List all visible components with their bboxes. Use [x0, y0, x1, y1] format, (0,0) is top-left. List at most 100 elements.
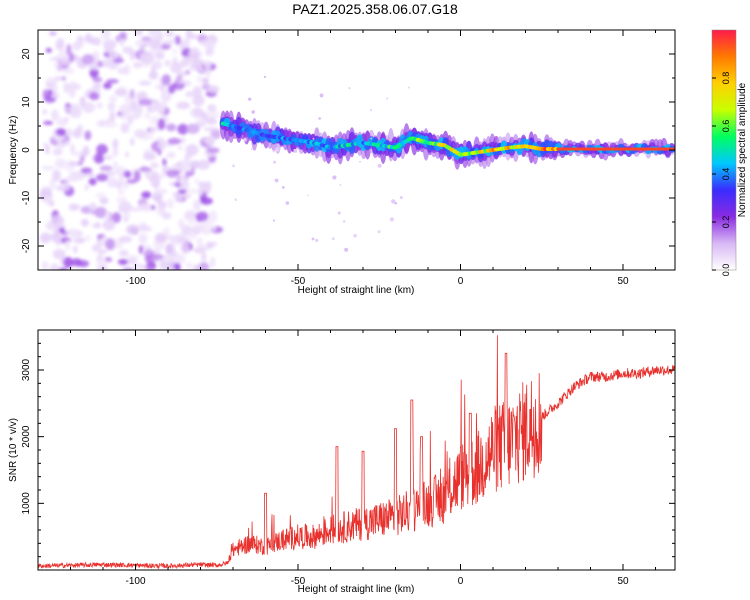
noise-blob: [189, 34, 199, 39]
noise-blob: [154, 232, 167, 243]
y-tick-label: -10: [21, 190, 32, 205]
colorbar-scale: [711, 29, 737, 271]
stray-dot: [318, 117, 322, 120]
noise-blob: [150, 175, 161, 188]
noise-blob: [176, 101, 191, 110]
noise-blob: [70, 151, 84, 157]
noise-blob: [179, 41, 185, 51]
noise-blob: [118, 201, 132, 213]
noise-blob: [42, 120, 54, 125]
colorbar-label: Normalized spectral amplitude: [737, 82, 748, 217]
noise-blob: [117, 114, 131, 120]
noise-blob: [120, 122, 130, 134]
noise-blob: [71, 258, 82, 267]
noise-blob: [64, 106, 72, 113]
noise-blob: [82, 102, 96, 114]
noise-blob: [94, 38, 101, 47]
noise-blob: [58, 267, 68, 270]
noise-blob: [196, 75, 204, 84]
colorbar-tick-label: 0.0: [721, 264, 731, 277]
stray-dot: [311, 237, 315, 241]
snr-x-axis-label: Height of straight line (km): [298, 584, 415, 595]
noise-blob: [117, 67, 129, 75]
noise-blob: [151, 205, 156, 210]
noise-blob: [164, 252, 172, 263]
noise-blob: [168, 84, 176, 94]
noise-blob: [138, 225, 153, 232]
noise-blob: [187, 218, 197, 225]
x-tick-label: -100: [125, 276, 145, 287]
x-tick-label: 50: [617, 576, 629, 587]
noise-blob: [112, 138, 119, 150]
noise-blob: [172, 48, 177, 55]
noise-blob: [149, 116, 160, 125]
noise-blob: [68, 81, 78, 92]
noise-blob: [182, 156, 190, 169]
heatmap-y-ticks: 20 10 0 -10 -20: [21, 29, 675, 271]
noise-blob: [201, 219, 213, 229]
noise-blob: [166, 123, 177, 132]
noise-blob: [147, 30, 162, 37]
stray-dot: [369, 109, 373, 112]
noise-blob: [192, 107, 203, 116]
noise-blob: [91, 223, 102, 228]
x-tick-label: -100: [125, 576, 145, 587]
noise-blob: [93, 58, 99, 71]
colorbar-tick-label: 0.8: [721, 72, 731, 85]
noise-blob: [125, 224, 139, 235]
noise-blob: [206, 85, 220, 94]
noise-blob: [69, 109, 82, 119]
noise-blob: [102, 219, 116, 231]
noise-blob: [88, 202, 97, 213]
stray-dot: [272, 150, 276, 153]
heatmap-x-axis-label: Height of straight line (km): [298, 285, 415, 296]
heatmap-noise-region: [39, 30, 223, 270]
noise-blob: [134, 129, 147, 139]
noise-blob: [195, 211, 209, 222]
noise-blob: [141, 191, 152, 199]
snr-y-ticks: 1000 2000 3000: [21, 329, 675, 571]
noise-blob: [58, 60, 72, 66]
noise-blob: [91, 244, 101, 252]
noise-blob: [179, 175, 187, 188]
noise-blob: [150, 102, 157, 113]
noise-blob: [80, 218, 89, 227]
noise-blob: [99, 197, 109, 205]
heatmap-ridge: [219, 75, 675, 252]
noise-blob: [143, 153, 156, 161]
noise-blob: [85, 33, 92, 44]
noise-blob: [92, 82, 102, 89]
noise-blob: [108, 50, 119, 60]
noise-blob: [154, 50, 165, 60]
noise-blob: [138, 98, 152, 106]
noise-blob: [140, 244, 152, 251]
noise-blob: [71, 41, 82, 51]
noise-blob: [113, 161, 118, 168]
noise-blob: [189, 160, 201, 169]
noise-blob: [88, 91, 99, 101]
noise-blob: [84, 183, 89, 191]
noise-blob: [56, 184, 70, 192]
noise-blob: [49, 31, 57, 36]
x-tick-label: 50: [617, 276, 629, 287]
noise-blob: [92, 76, 103, 83]
noise-blob: [80, 167, 93, 174]
noise-blob: [105, 238, 115, 251]
noise-blob: [66, 44, 72, 56]
colorbar: 0.0 0.2 0.4 0.6 0.8 Normalized spectral ampl…: [711, 29, 748, 277]
noise-blob: [118, 189, 125, 195]
noise-blob: [50, 109, 60, 121]
stray-dot: [243, 137, 247, 142]
noise-blob: [166, 169, 179, 178]
noise-blob: [206, 147, 220, 154]
noise-blob: [96, 264, 108, 270]
noise-blob: [56, 38, 65, 50]
stray-dot: [408, 86, 410, 89]
y-tick-label: -20: [21, 238, 32, 253]
noise-blob: [166, 243, 176, 255]
noise-blob: [209, 226, 217, 232]
noise-blob: [45, 47, 53, 53]
noise-blob: [55, 236, 61, 246]
noise-blob: [158, 101, 168, 110]
noise-blob: [66, 127, 72, 140]
